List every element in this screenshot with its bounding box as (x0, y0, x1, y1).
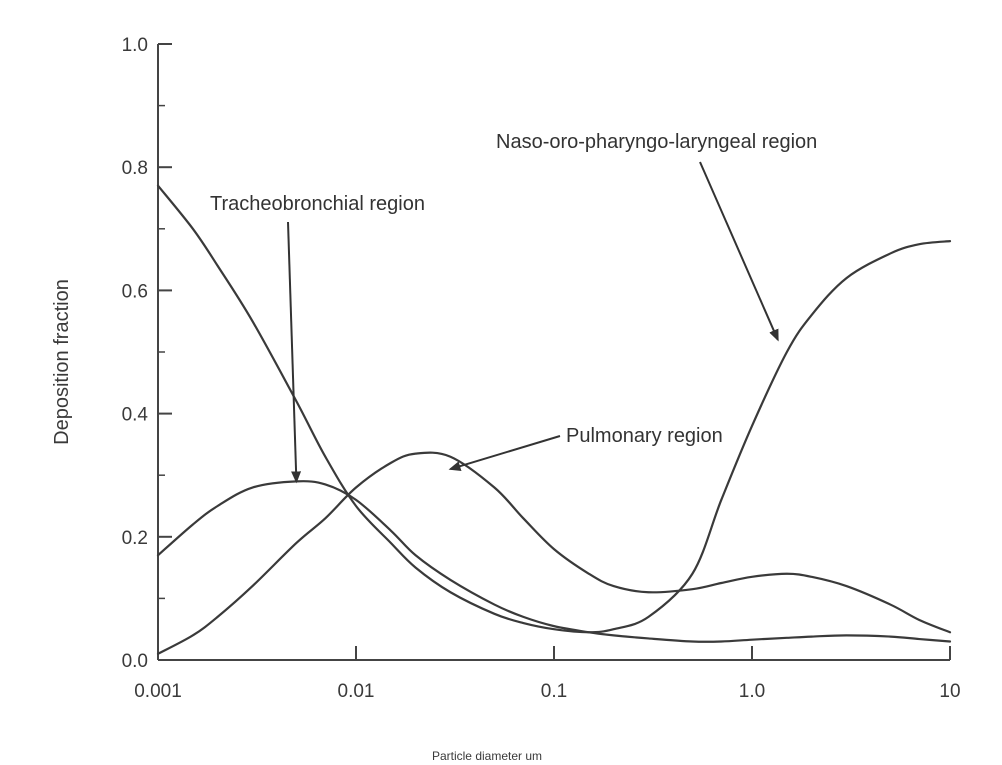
naso-oro-pharyngo-laryngeal-label: Naso-oro-pharyngo-laryngeal region (496, 131, 817, 153)
tracheobronchial-arrow (287, 221, 302, 484)
pulmonary-curve (156, 451, 952, 655)
x-axis-title: Particle diameter um (432, 749, 542, 763)
tracheobronchial-label: Tracheobronchial region (210, 193, 425, 215)
x-tick-label: 0.001 (134, 681, 182, 702)
y-tick-label: 0.4 (122, 405, 149, 426)
x-tick-label: 0.1 (541, 681, 567, 702)
annotations: Tracheobronchial region Pulmonary region N… (210, 131, 817, 484)
y-tick-label: 0.8 (122, 158, 148, 179)
x-tick-label: 1.0 (739, 681, 765, 702)
x-tick-label: 10 (939, 681, 960, 702)
curves (156, 184, 952, 655)
axes: 0.0 0.2 0.4 0.6 0.8 1.0 0.001 0.01 0.1 1.0 10 (122, 35, 961, 702)
y-axis-title: Deposition fraction (51, 279, 73, 445)
y-tick-label: 1.0 (122, 35, 148, 56)
y-tick-label: 0.0 (122, 651, 148, 672)
naso-oro-pharyngo-laryngeal-arrow (699, 161, 779, 342)
pulmonary-label: Pulmonary region (566, 425, 723, 447)
naso-oro-pharyngo-laryngeal-curve (156, 184, 952, 634)
x-tick-label: 0.01 (338, 681, 375, 702)
pulmonary-arrow (448, 435, 561, 471)
y-tick-label: 0.6 (122, 281, 148, 302)
y-tick-label: 0.2 (122, 528, 148, 549)
